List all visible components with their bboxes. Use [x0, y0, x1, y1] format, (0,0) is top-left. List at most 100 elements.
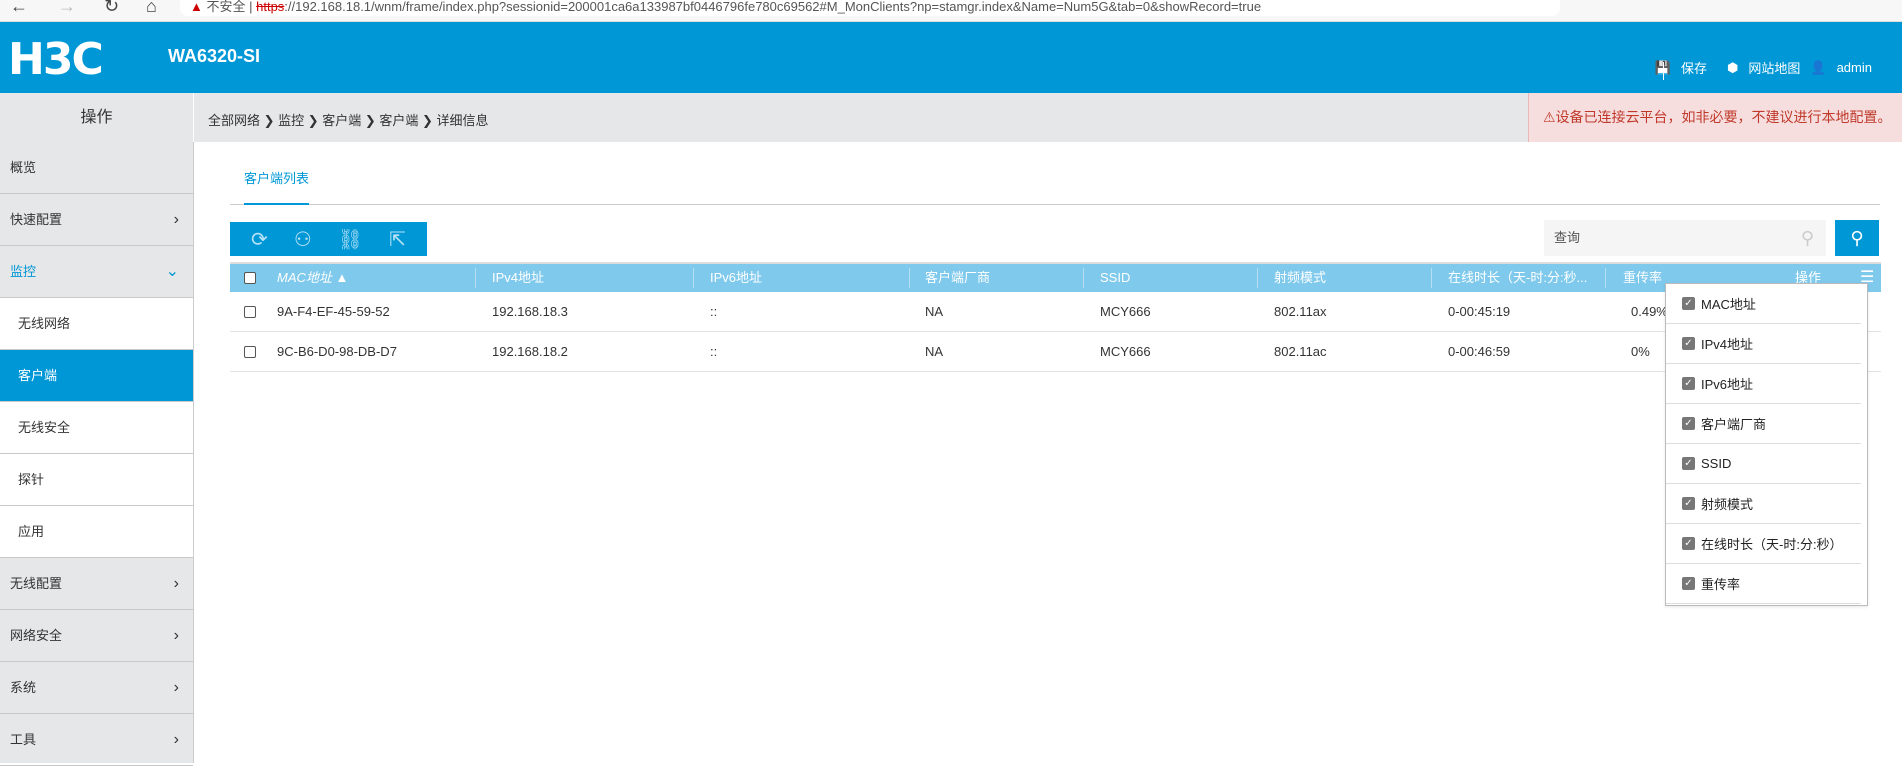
select-all-checkbox[interactable] — [244, 272, 256, 284]
label: 客户端 — [18, 368, 58, 383]
sidebar-item-apps[interactable]: 应用 — [0, 506, 193, 558]
col-ipv4[interactable]: IPv4地址 — [492, 270, 545, 285]
label: IPv6地址 — [1701, 377, 1754, 392]
advanced-search-button[interactable]: ⚲ — [1835, 220, 1879, 256]
label: 在线时长（天-时:分:秒） — [1701, 537, 1843, 552]
export-icon[interactable]: ⇱ — [389, 228, 406, 251]
user-icon[interactable]: 👤 — [1810, 59, 1827, 75]
save-button[interactable]: 保存 — [1681, 61, 1708, 76]
sidebar-item-wireless-network[interactable]: 无线网络 — [0, 298, 193, 350]
menu-item-mac[interactable]: ✓ MAC地址 — [1666, 284, 1861, 324]
divider — [1662, 62, 1664, 80]
col-divider[interactable] — [1257, 268, 1258, 288]
menu-item-ipv4[interactable]: ✓ IPv4地址 — [1666, 324, 1861, 364]
col-vendor[interactable]: 客户端厂商 — [925, 270, 991, 285]
search-placeholder: 查询 — [1554, 230, 1581, 245]
cell-mac: 9C-B6-D0-98-DB-D7 — [277, 344, 397, 359]
cell-ipv6: :: — [710, 344, 718, 359]
user-block-icon[interactable]: ⚇ — [293, 228, 312, 251]
row-checkbox[interactable] — [244, 306, 256, 318]
cell-ipv4: 192.168.18.2 — [492, 344, 568, 359]
disconnect-icon[interactable]: ⛓ — [337, 228, 364, 251]
chevron-right-icon: › — [173, 575, 179, 592]
sitemap-button[interactable]: 网站地图 — [1748, 61, 1801, 76]
col-ipv6[interactable]: IPv6地址 — [710, 270, 763, 285]
col-divider[interactable] — [1431, 268, 1432, 288]
col-ssid[interactable]: SSID — [1100, 270, 1131, 285]
sidebar-item-system[interactable]: 系统 › — [0, 662, 193, 714]
sitemap-icon[interactable]: ⬢ — [1727, 59, 1739, 75]
chevron-right-icon: › — [173, 627, 179, 644]
checkbox-checked-icon[interactable]: ✓ — [1682, 457, 1695, 470]
label: 客户端厂商 — [1701, 417, 1767, 432]
col-divider[interactable] — [475, 268, 476, 288]
menu-item-online-time[interactable]: ✓ 在线时长（天-时:分:秒） — [1666, 524, 1861, 564]
menu-item-retry-rate[interactable]: ✓ 重传率 — [1666, 564, 1861, 604]
url-bar[interactable]: ▲ 不安全 | https://192.168.18.1/wnm/frame/i… — [180, 0, 1560, 16]
cell-ipv6: :: — [710, 304, 718, 319]
search-icon[interactable]: ⚲ — [1800, 228, 1814, 248]
chevron-right-icon: › — [173, 731, 179, 748]
checkbox-checked-icon[interactable]: ✓ — [1682, 577, 1695, 590]
search-input[interactable]: 查询 ⚲ — [1544, 220, 1826, 256]
checkbox-checked-icon[interactable]: ✓ — [1682, 537, 1695, 550]
table-row[interactable]: 9C-B6-D0-98-DB-D7 192.168.18.2 :: NA MCY… — [230, 332, 1881, 372]
logo: H3C — [8, 34, 104, 85]
sidebar-item-clients[interactable]: 客户端 — [0, 350, 193, 402]
col-radio-mode[interactable]: 射频模式 — [1274, 270, 1327, 285]
col-divider[interactable] — [693, 268, 694, 288]
col-divider[interactable] — [1083, 268, 1084, 288]
reload-icon[interactable]: ↻ — [104, 0, 120, 16]
checkbox-checked-icon[interactable]: ✓ — [1682, 297, 1695, 310]
col-divider[interactable] — [909, 268, 910, 288]
sidebar-item-overview[interactable]: 概览 — [0, 142, 193, 194]
label: 网络安全 — [10, 628, 63, 643]
cell-ssid: MCY666 — [1100, 304, 1151, 319]
refresh-icon[interactable]: ⟳ — [251, 228, 268, 251]
label: 无线配置 — [10, 576, 63, 591]
column-settings-icon[interactable]: ☰ — [1860, 269, 1875, 286]
checkbox-checked-icon[interactable]: ✓ — [1682, 337, 1695, 350]
home-icon[interactable]: ⌂ — [146, 0, 157, 16]
sidebar-item-wireless-config[interactable]: 无线配置 › — [0, 558, 193, 610]
label: 快速配置 — [10, 212, 63, 227]
sidebar-item-wireless-security[interactable]: 无线安全 — [0, 402, 193, 454]
col-mac[interactable]: MAC地址 ▲ — [277, 270, 349, 285]
checkbox-checked-icon[interactable]: ✓ — [1682, 417, 1695, 430]
breadcrumb-bar: 操作 全部网络 ❯ 监控 ❯ 客户端 ❯ 客户端 ❯ 详细信息 ⚠设备已连接云平… — [0, 93, 1902, 142]
label: 重传率 — [1701, 577, 1741, 592]
chevron-down-icon: ⌄ — [165, 263, 179, 280]
sidebar-item-monitor[interactable]: 监控 ⌄ — [0, 246, 193, 298]
cell-online-time: 0-00:46:59 — [1448, 344, 1511, 359]
checkbox-checked-icon[interactable]: ✓ — [1682, 497, 1695, 510]
checkbox-checked-icon[interactable]: ✓ — [1682, 377, 1695, 390]
cloud-warning: ⚠设备已连接云平台，如非必要，不建议进行本地配置。 — [1528, 93, 1902, 142]
menu-item-ssid[interactable]: ✓ SSID — [1666, 444, 1861, 484]
sidebar-item-probe[interactable]: 探针 — [0, 454, 193, 506]
back-icon[interactable]: ← — [10, 0, 28, 16]
menu-item-radio-mode[interactable]: ✓ 射频模式 — [1666, 484, 1861, 524]
sidebar-item-quick-config[interactable]: 快速配置 › — [0, 194, 193, 246]
tab-client-list[interactable]: 客户端列表 — [244, 166, 310, 205]
user-menu[interactable]: admin — [1836, 60, 1872, 75]
label: 应用 — [18, 524, 45, 539]
sidebar-item-tools[interactable]: 工具 › — [0, 714, 193, 766]
breadcrumb: 全部网络 ❯ 监控 ❯ 客户端 ❯ 客户端 ❯ 详细信息 — [208, 113, 489, 128]
cell-radio-mode: 802.11ax — [1274, 304, 1327, 319]
forward-icon[interactable]: → — [58, 0, 76, 16]
tab-bar: 客户端列表 — [230, 166, 1880, 205]
table-row[interactable]: 9A-F4-EF-45-59-52 192.168.18.3 :: NA MCY… — [230, 292, 1881, 332]
menu-item-ipv6[interactable]: ✓ IPv6地址 — [1666, 364, 1861, 404]
cell-online-time: 0-00:45:19 — [1448, 304, 1511, 319]
col-retry-rate[interactable]: 重传率 — [1623, 270, 1663, 285]
label: 探针 — [18, 472, 45, 487]
chevron-right-icon: › — [173, 679, 179, 696]
cell-vendor: NA — [925, 344, 944, 359]
sidebar-item-network-security[interactable]: 网络安全 › — [0, 610, 193, 662]
col-online-time[interactable]: 在线时长（天-时:分:秒... — [1448, 270, 1588, 285]
label: 监控 — [10, 264, 37, 279]
col-divider[interactable] — [1605, 268, 1606, 288]
menu-item-vendor[interactable]: ✓ 客户端厂商 — [1666, 404, 1861, 444]
col-actions: 操作 — [1795, 270, 1822, 285]
row-checkbox[interactable] — [244, 346, 256, 358]
